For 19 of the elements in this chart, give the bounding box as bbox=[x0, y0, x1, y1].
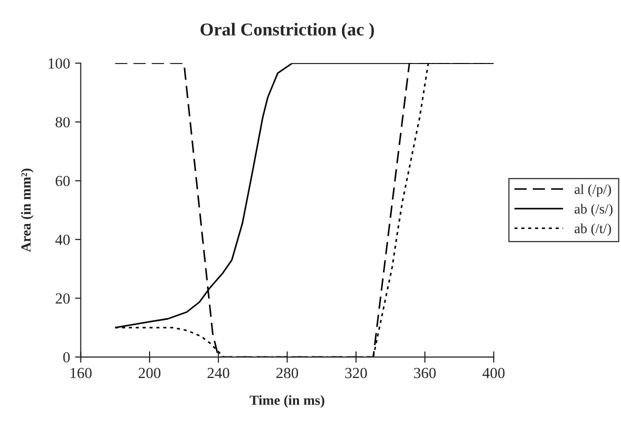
chart-title: Oral Constriction (ac ) bbox=[200, 22, 374, 40]
y-tick-label: 60 bbox=[56, 176, 70, 186]
legend-label: ab (/t/) bbox=[574, 223, 611, 236]
x-tick-label: 360 bbox=[414, 368, 436, 378]
x-tick-label: 320 bbox=[345, 368, 367, 378]
y-tick-label: 80 bbox=[56, 117, 70, 128]
x-tick-label: 200 bbox=[138, 368, 160, 378]
x-tick-label: 240 bbox=[208, 368, 230, 378]
legend-label: ab (/s/) bbox=[574, 204, 613, 216]
x-axis-title: Time (in ms) bbox=[250, 395, 324, 408]
x-tick-label: 280 bbox=[276, 368, 298, 378]
x-tick-label: 160 bbox=[70, 368, 92, 378]
x-tick-label: 400 bbox=[482, 368, 505, 378]
y-tick-label: 0 bbox=[63, 352, 70, 362]
legend-label: al (/p/) bbox=[574, 184, 611, 197]
y-tick-label: 40 bbox=[55, 234, 70, 245]
y-tick-label: 100 bbox=[48, 58, 70, 69]
y-tick-label: 20 bbox=[56, 293, 70, 304]
y-axis-title: Area (in mm²) bbox=[20, 168, 34, 252]
